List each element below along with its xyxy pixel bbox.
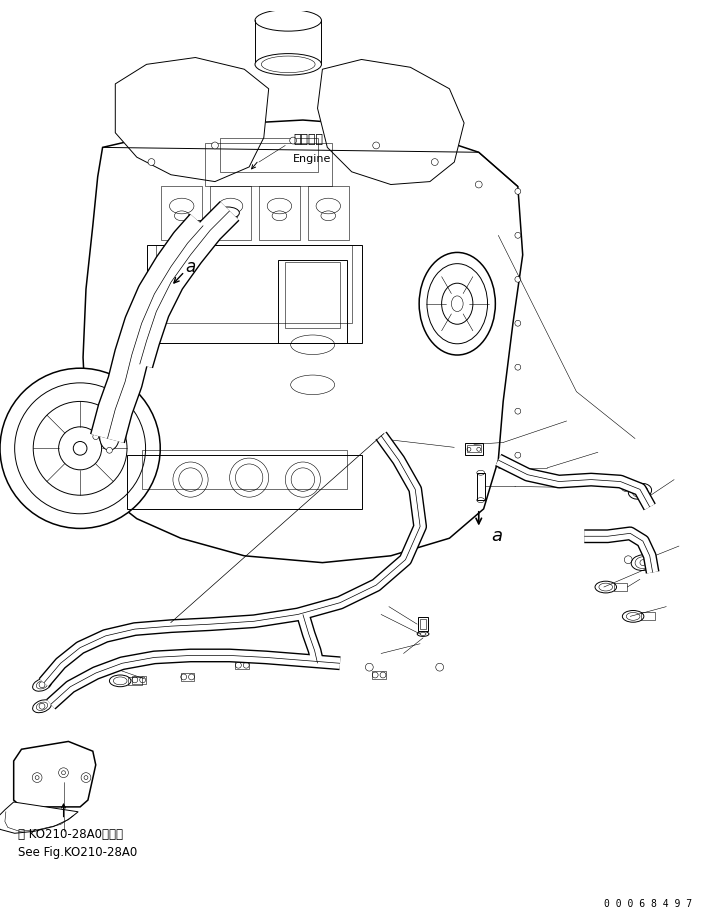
Ellipse shape [255,9,321,31]
Text: a: a [491,528,503,545]
Bar [147,245,362,343]
Bar [641,613,654,620]
Polygon shape [13,741,96,807]
Circle shape [515,276,520,282]
Text: a: a [185,258,196,275]
Bar [210,187,251,240]
Text: Engine: Engine [293,154,332,164]
Bar [613,583,627,591]
Polygon shape [83,120,523,563]
Bar [259,187,300,240]
Ellipse shape [628,483,652,499]
Circle shape [106,420,112,426]
Bar [235,662,249,669]
Circle shape [431,159,438,165]
Bar [476,473,485,500]
Bar [467,445,481,452]
Circle shape [148,159,155,165]
Circle shape [515,233,520,238]
Ellipse shape [419,252,496,355]
Bar [465,444,483,456]
Ellipse shape [33,678,52,691]
Bar [308,187,349,240]
Bar [279,260,347,343]
Ellipse shape [623,611,644,622]
Bar [132,676,145,684]
Bar [128,677,142,685]
Circle shape [120,433,126,440]
Bar [127,456,362,509]
Text: 0 0 0 6 8 4 9 7: 0 0 0 6 8 4 9 7 [604,899,692,908]
Circle shape [515,188,520,194]
Bar [181,673,194,681]
Circle shape [106,447,112,453]
Text: See Fig.KO210-28A0: See Fig.KO210-28A0 [18,846,137,859]
Polygon shape [116,57,269,182]
Ellipse shape [631,554,654,570]
Circle shape [515,452,520,458]
Circle shape [0,368,160,529]
Ellipse shape [100,423,119,450]
Circle shape [290,137,296,144]
Ellipse shape [109,675,131,687]
Ellipse shape [595,581,617,593]
Bar [220,138,318,172]
Bar [420,619,426,629]
Ellipse shape [33,699,52,712]
Ellipse shape [417,631,429,637]
Bar [142,450,347,490]
Bar [156,245,352,323]
Bar [418,617,428,631]
Bar [285,261,340,328]
Circle shape [515,408,520,414]
Bar [161,187,202,240]
Text: エンジン: エンジン [293,133,323,146]
Ellipse shape [216,207,240,219]
Ellipse shape [186,221,214,235]
Polygon shape [318,59,464,185]
Bar [205,142,333,187]
Text: 第 KO210-28A0図参照: 第 KO210-28A0図参照 [18,828,123,841]
Circle shape [515,321,520,326]
Circle shape [373,142,379,149]
Circle shape [515,364,520,371]
Circle shape [211,142,218,149]
Ellipse shape [255,54,321,75]
Circle shape [475,181,482,188]
Circle shape [93,433,99,440]
Polygon shape [0,802,78,833]
Bar [372,671,386,679]
